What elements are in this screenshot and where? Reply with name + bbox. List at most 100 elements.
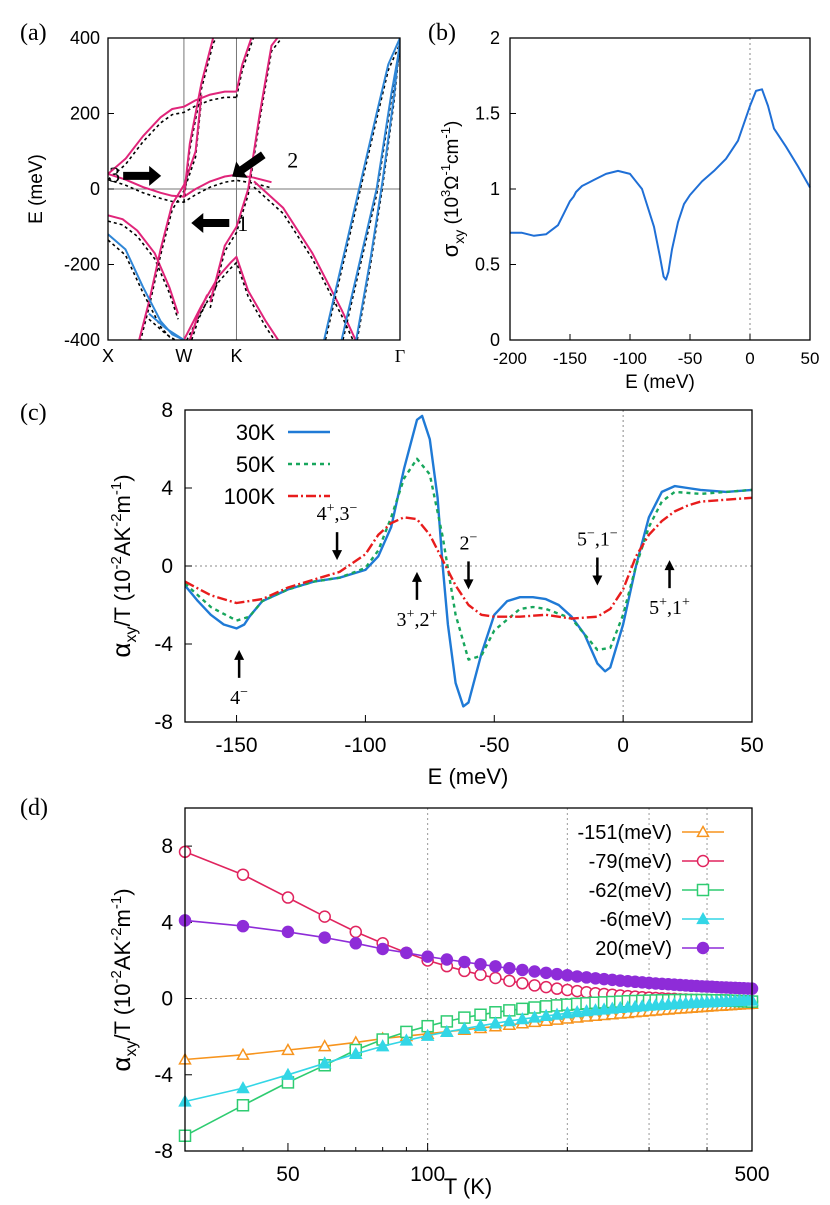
b-ytick-label-2: 1: [490, 179, 500, 199]
arrow-2-shape: [232, 151, 266, 178]
d-ytick-label-4: -8: [154, 1140, 173, 1163]
series-2-point-9: [458, 1011, 471, 1024]
series-2-point-1: [236, 1099, 250, 1112]
band-line-0: [108, 90, 237, 175]
d-ytick-label-2: 0: [161, 988, 173, 1011]
legend-label-0: -151(meV): [578, 822, 672, 844]
c-xtick-label-0: -150: [216, 734, 258, 757]
series-0-point-3: [317, 1039, 332, 1052]
series-4-point-4: [349, 937, 363, 950]
series-3-point-5: [375, 1039, 390, 1052]
panel-b-xlabel: E (meV): [625, 372, 695, 393]
series-1-point-12: [503, 974, 516, 988]
a-ytick-label-4: -400: [64, 330, 100, 350]
series-4-point-3: [318, 931, 331, 944]
b-xtick-label-4: 0: [745, 349, 754, 368]
series-4-point-7: [421, 950, 434, 963]
legend-label-1: -79(meV): [589, 851, 672, 873]
b-ytick-label-1: 0.5: [475, 255, 500, 275]
series-3-point-10: [473, 1018, 488, 1031]
panel-d-label: (d): [20, 795, 48, 821]
panel-a-frame: [107, 37, 401, 341]
band-line-4: [183, 255, 280, 340]
band-dashed-10: [108, 239, 175, 340]
b-xtick-label-1: -150: [553, 349, 587, 368]
band-line-6: [182, 38, 215, 197]
arrow-3: [123, 165, 162, 186]
c-xtick-label-2: -50: [479, 734, 509, 757]
series-1-point-15: [539, 980, 553, 994]
panel-c-xlabel: E (meV): [428, 764, 509, 789]
d-ytick-label-0: 8: [161, 835, 173, 858]
band-line-11: [148, 312, 185, 340]
annotation-label-4: 5−,1−: [577, 527, 618, 551]
band-line-3: [108, 214, 180, 314]
band-line-9: [253, 180, 357, 340]
b-xtick-label-2: -100: [613, 349, 647, 368]
series-3-point-4: [348, 1046, 363, 1059]
c-ytick-label-4: -8: [154, 711, 173, 734]
series-3-point-17: [560, 1006, 575, 1019]
annotation-arrowhead-4: [592, 575, 603, 586]
band-dashed-3: [108, 220, 179, 320]
c-xtick-label-4: 50: [740, 734, 763, 757]
series-3-point-19: [579, 1004, 594, 1017]
band-line-8: [209, 38, 279, 303]
arrow-3-shape: [123, 165, 162, 186]
panel-b-label: (b): [428, 20, 456, 46]
band-line-10: [108, 233, 185, 340]
band-dashed-2: [108, 178, 272, 203]
legend-marker-0: [696, 824, 710, 838]
series-0-point-2: [281, 1042, 295, 1056]
series-4-point-1: [236, 919, 250, 933]
annotation-label-0: 4−: [230, 685, 248, 709]
series-1-point-14: [528, 979, 541, 992]
series-4-point-8: [440, 953, 454, 966]
band-line-1: [235, 38, 253, 92]
series-4-point-15: [539, 966, 553, 980]
c-xtick-label-1: -100: [344, 734, 386, 757]
panel-d-temperature-dependence: (d) 50 100 500 8 4 0 -4 -8 -151(meV) -79(meV) -62(…: [20, 795, 770, 1199]
series-3-point-15: [539, 1008, 553, 1022]
band-dashed-0: [108, 96, 237, 181]
series-4-point-5: [376, 942, 389, 956]
series-3-point-12: [502, 1013, 517, 1027]
b-xtick-label-5: 50: [801, 349, 820, 368]
band-line-12: [323, 38, 400, 340]
series-2-point-11: [489, 1006, 502, 1019]
kpoint-label-0: X: [102, 346, 114, 366]
c-ytick-label-2: 0: [161, 555, 173, 578]
panel-b-ylabel: σxy (103Ω-1cm-1): [438, 121, 467, 258]
band-line-7: [188, 294, 209, 340]
legend-label-50K: 50K: [236, 452, 275, 477]
series-1-point-13: [516, 977, 529, 990]
series-1-point-2: [281, 891, 295, 904]
series-line-50K: [185, 457, 752, 661]
series-4-point-6: [400, 946, 413, 960]
arrow-1-shape: [191, 212, 230, 233]
annotation-label-5: 5+,1+: [649, 595, 690, 619]
series-3-point-7: [420, 1028, 435, 1041]
panel-c-ylabel: αxy/T (10-2AK-2m-1): [106, 474, 140, 657]
series-3-point-13: [515, 1012, 530, 1025]
annotation-label-1: 4+,3−: [317, 501, 358, 525]
legend-label-3: -6(meV): [600, 909, 672, 931]
series-4-point-2: [281, 925, 295, 939]
c-ytick-label-3: -4: [154, 633, 173, 656]
panel-a-label: (a): [20, 20, 47, 46]
band-dashed-5: [139, 100, 203, 340]
a-ytick-label-2: 0: [90, 179, 100, 199]
c-ytick-label-0: 8: [161, 399, 173, 422]
series-1-point-1: [236, 868, 250, 881]
series-4-point-14: [528, 965, 541, 978]
c-ytick-label-1: 4: [161, 477, 173, 500]
series-4-point-9: [458, 955, 471, 969]
annotation-label-2: 3+,2+: [397, 607, 438, 631]
series-3-point-8: [440, 1024, 454, 1038]
legend-marker-1: [696, 854, 710, 868]
series-4-point-16: [550, 967, 564, 981]
band-line-5: [138, 94, 203, 340]
series-1-point-10: [474, 968, 487, 981]
